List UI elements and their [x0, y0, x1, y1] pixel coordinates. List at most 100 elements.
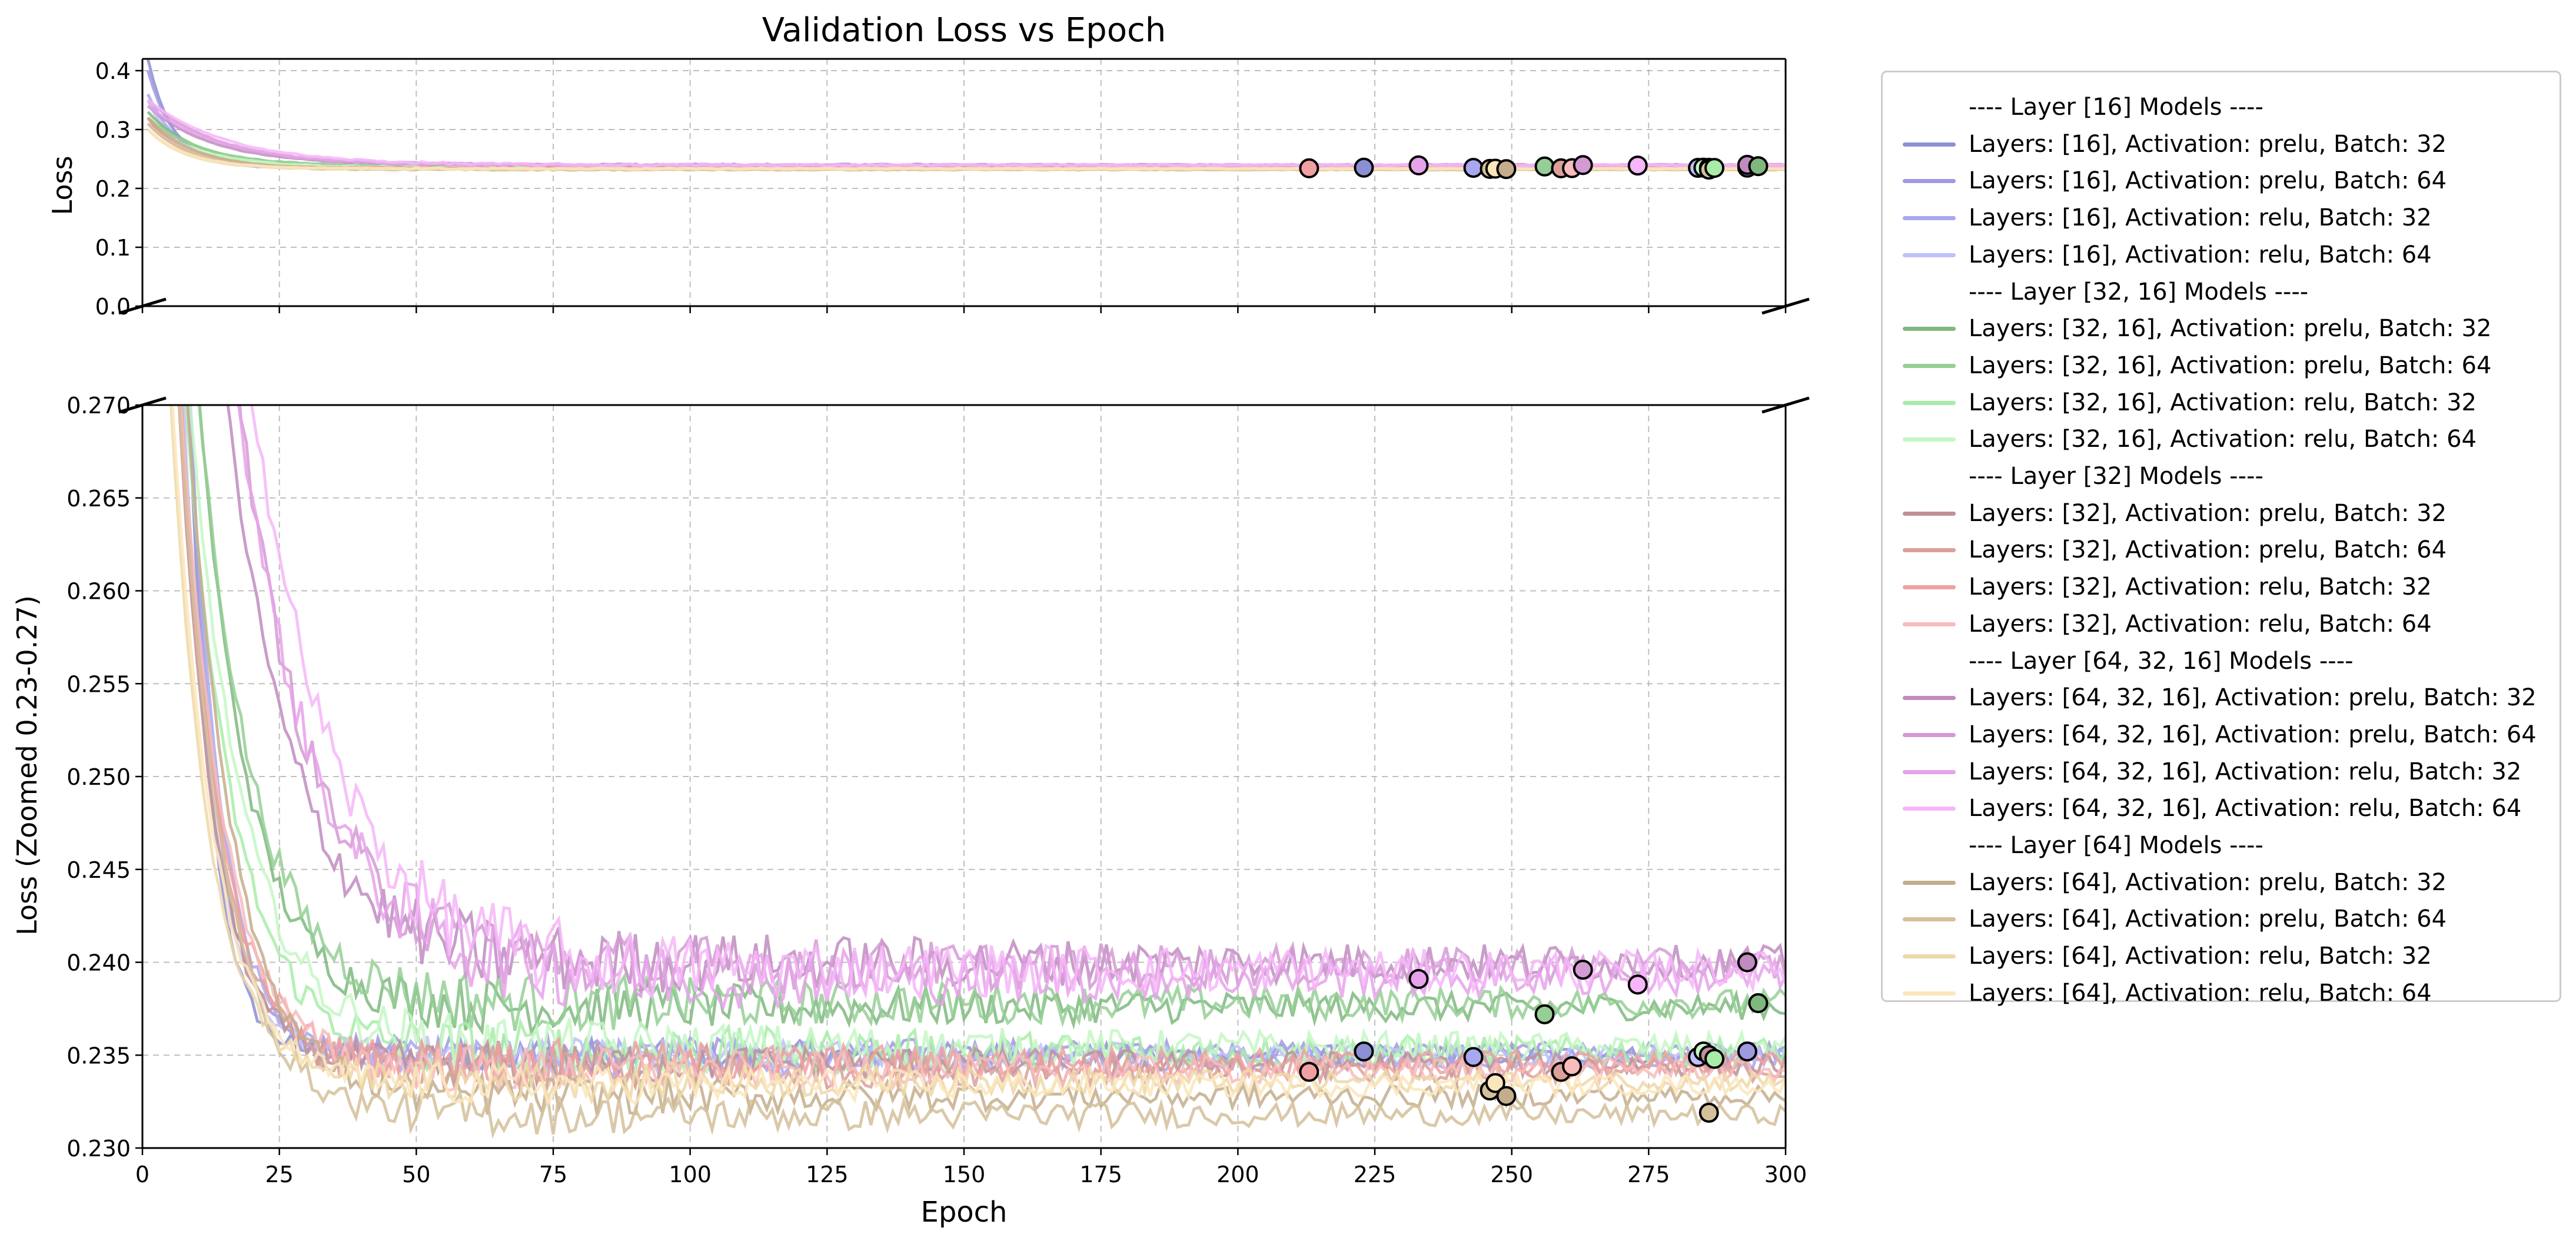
- legend-header: ---- Layer [16] Models ----: [1883, 89, 2560, 125]
- bottom-best-marker-18: [1737, 952, 1757, 973]
- legend-swatch: [1903, 732, 1956, 737]
- axis-break-mark-0: [118, 297, 167, 315]
- bottom-series-line-5: [198, 405, 1786, 1033]
- top-series-line-12: [147, 105, 1786, 168]
- x-axis-label: Epoch: [921, 1196, 1008, 1229]
- top-y-axis-label: Loss: [46, 156, 78, 215]
- legend-swatch: [1903, 548, 1956, 553]
- top-series-group: [146, 59, 1786, 172]
- bottom-y-tick-label: 0.255: [67, 671, 131, 697]
- legend-label: ---- Layer [16] Models ----: [1969, 94, 2263, 121]
- legend-label: Layers: [16], Activation: prelu, Batch: …: [1969, 130, 2447, 158]
- legend-swatch: [1903, 880, 1956, 885]
- legend-entry: Layers: [32, 16], Activation: relu, Batc…: [1883, 421, 2560, 457]
- legend-entry: Layers: [16], Activation: relu, Batch: 6…: [1883, 237, 2560, 273]
- plot-layer: 0.0 0.1 0.2 0.3 0.4 0.230 0.235 0.240 0.245 0.250…: [67, 58, 1810, 1187]
- top-series-line-13: [147, 99, 1786, 168]
- legend-entry: Layers: [64], Activation: relu, Batch: 3…: [1883, 938, 2560, 974]
- x-tick-label: 300: [1764, 1162, 1807, 1187]
- bottom-y-tick-label: 0.240: [67, 950, 131, 976]
- bottom-best-marker-3: [1463, 1047, 1484, 1067]
- x-tick-label: 200: [1216, 1162, 1259, 1187]
- x-tick-label: 275: [1627, 1162, 1670, 1187]
- top-series-line-2: [147, 93, 1786, 170]
- legend-label: Layers: [32, 16], Activation: relu, Batc…: [1969, 426, 2477, 453]
- legend-label: Layers: [32, 16], Activation: relu, Batc…: [1969, 389, 2477, 416]
- x-tick-label: 150: [943, 1162, 986, 1187]
- legend-swatch: [1903, 327, 1956, 331]
- legend-entry: Layers: [64], Activation: prelu, Batch: …: [1883, 864, 2560, 901]
- legend-header: ---- Layer [64, 32, 16] Models ----: [1883, 643, 2560, 679]
- bottom-series-group: [169, 405, 1786, 1139]
- legend-swatch: [1903, 769, 1956, 774]
- top-best-marker-10: [1573, 155, 1593, 175]
- legend-label: Layers: [16], Activation: relu, Batch: 6…: [1969, 241, 2432, 268]
- legend-label: Layers: [64, 32, 16], Activation: relu, …: [1969, 795, 2522, 822]
- legend-label: Layers: [16], Activation: prelu, Batch: …: [1969, 167, 2447, 195]
- x-tick-label: 250: [1490, 1162, 1533, 1187]
- bottom-best-marker-9: [1562, 1056, 1583, 1077]
- x-tick-label: 175: [1079, 1162, 1122, 1187]
- legend-entry: Layers: [32], Activation: relu, Batch: 3…: [1883, 569, 2560, 605]
- top-series-line-14: [147, 104, 1786, 168]
- legend-swatch: [1903, 511, 1956, 516]
- top-series-line-0: [146, 59, 1786, 170]
- chart-title: Validation Loss vs Epoch: [762, 11, 1166, 49]
- axis-break-mark-1: [1761, 297, 1810, 315]
- legend-swatch: [1903, 954, 1956, 959]
- x-tick-label: 225: [1354, 1162, 1397, 1187]
- bottom-y-axis-label: Loss (Zoomed 0.23-0.27): [11, 595, 43, 936]
- legend-entry: Layers: [32], Activation: relu, Batch: 6…: [1883, 606, 2560, 642]
- legend-label: Layers: [64], Activation: prelu, Batch: …: [1969, 868, 2447, 896]
- legend-swatch: [1903, 400, 1956, 405]
- legend-entry: Layers: [64, 32, 16], Activation: relu, …: [1883, 790, 2560, 827]
- legend-label: ---- Layer [64] Models ----: [1969, 832, 2263, 859]
- legend-label: Layers: [64, 32, 16], Activation: prelu,…: [1969, 684, 2537, 712]
- bottom-y-tick-label: 0.265: [67, 486, 131, 512]
- bottom-series-line-11: [179, 405, 1786, 1093]
- bottom-y-tick-label: 0.270: [67, 393, 131, 419]
- top-series-line-1: [146, 70, 1786, 170]
- x-tick-label: 125: [806, 1162, 849, 1187]
- bottom-series-line-4: [198, 405, 1786, 1036]
- bottom-y-tick-label: 0.230: [67, 1136, 131, 1162]
- legend-label: Layers: [64, 32, 16], Activation: relu, …: [1969, 758, 2522, 785]
- top-best-marker-2: [1408, 155, 1429, 175]
- legend-swatch: [1903, 991, 1956, 996]
- top-y-tick-label: 0.1: [95, 235, 131, 261]
- top-y-tick-label: 0.3: [95, 117, 131, 143]
- legend-label: Layers: [32, 16], Activation: prelu, Bat…: [1969, 315, 2492, 343]
- top-best-marker-6: [1496, 159, 1517, 180]
- legend-entry: Layers: [64], Activation: relu, Batch: 6…: [1883, 975, 2560, 1011]
- top-y-tick-label: 0.0: [95, 294, 131, 320]
- top-best-marker-16: [1704, 158, 1725, 178]
- bottom-series-line-14: [237, 405, 1786, 1012]
- top-best-marker-19: [1748, 156, 1769, 177]
- legend-swatch: [1903, 253, 1956, 257]
- legend-label: Layers: [64, 32, 16], Activation: prelu,…: [1969, 721, 2537, 748]
- top-best-marker-0: [1299, 158, 1319, 178]
- legend-swatch: [1903, 179, 1956, 184]
- legend-swatch: [1903, 696, 1956, 701]
- top-best-marker-3: [1463, 158, 1484, 178]
- bottom-best-marker-2: [1408, 968, 1429, 989]
- bottom-best-marker-7: [1534, 1004, 1555, 1024]
- legend-entry: Layers: [16], Activation: prelu, Batch: …: [1883, 126, 2560, 162]
- legend-swatch: [1903, 437, 1956, 442]
- top-y-tick-label: 0.2: [95, 176, 131, 202]
- bottom-series-line-12: [226, 405, 1786, 993]
- legend-swatch: [1903, 585, 1956, 590]
- legend-label: Layers: [32], Activation: relu, Batch: 3…: [1969, 573, 2432, 601]
- legend-entry: Layers: [32], Activation: prelu, Batch: …: [1883, 495, 2560, 532]
- bottom-series-line-13: [238, 405, 1786, 998]
- legend-label: Layers: [64], Activation: relu, Batch: 3…: [1969, 943, 2432, 970]
- bottom-best-marker-17: [1737, 1041, 1757, 1061]
- bottom-best-marker-15: [1699, 1103, 1719, 1123]
- top-y-tick-label: 0.4: [95, 58, 131, 84]
- top-best-marker-11: [1627, 155, 1648, 176]
- bottom-best-marker-11: [1627, 974, 1648, 995]
- legend-entry: Layers: [32, 16], Activation: prelu, Bat…: [1883, 347, 2560, 384]
- legend-header: ---- Layer [64] Models ----: [1883, 827, 2560, 864]
- x-tick-label: 50: [402, 1162, 430, 1187]
- legend-entry: Layers: [16], Activation: relu, Batch: 3…: [1883, 200, 2560, 236]
